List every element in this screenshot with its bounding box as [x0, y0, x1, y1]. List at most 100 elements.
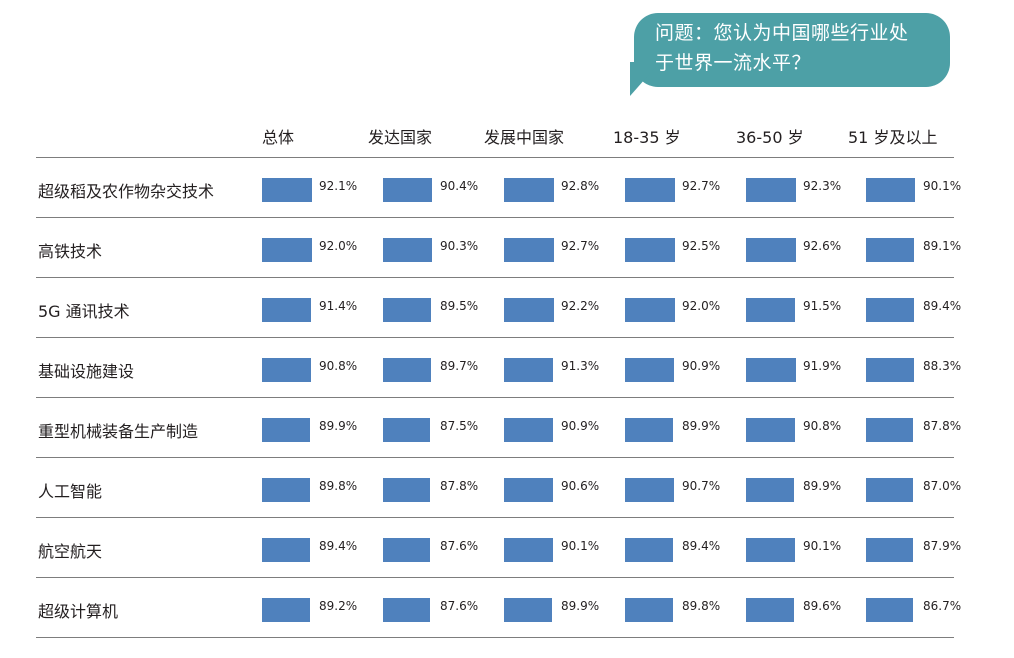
data-label: 90.8%: [319, 359, 358, 373]
bar: [746, 538, 795, 562]
bar: [866, 478, 913, 502]
data-label: 92.7%: [682, 179, 721, 193]
data-label: 89.7%: [440, 359, 479, 373]
question-text: 问题：您认为中国哪些行业处 于世界一流水平？: [655, 18, 945, 78]
data-label: 89.4%: [319, 539, 358, 553]
question-bubble: [634, 13, 950, 87]
bar: [262, 418, 310, 442]
bar: [262, 598, 310, 622]
bar: [383, 418, 430, 442]
data-label: 89.9%: [803, 479, 842, 493]
data-label: 92.0%: [319, 239, 358, 253]
bar: [504, 238, 554, 262]
data-label: 89.9%: [561, 599, 600, 613]
bar: [625, 598, 673, 622]
bar: [746, 238, 796, 262]
bar: [262, 478, 310, 502]
data-label: 87.5%: [440, 419, 479, 433]
row-label: 5G 通讯技术: [38, 302, 130, 321]
data-label: 92.1%: [319, 179, 358, 193]
data-label: 89.8%: [682, 599, 721, 613]
data-label: 90.4%: [440, 179, 479, 193]
row-label: 重型机械装备生产制造: [38, 422, 199, 441]
data-label: 90.1%: [561, 539, 600, 553]
data-label: 92.0%: [682, 299, 721, 313]
bar: [383, 478, 430, 502]
row-divider: [36, 517, 954, 518]
bar: [262, 538, 310, 562]
bar: [262, 238, 312, 262]
bar: [383, 238, 432, 262]
bar: [866, 418, 913, 442]
row-divider: [36, 217, 954, 218]
bar: [746, 178, 796, 202]
data-label: 89.2%: [319, 599, 358, 613]
data-label: 91.5%: [803, 299, 842, 313]
data-label: 86.7%: [923, 599, 962, 613]
bar: [504, 478, 553, 502]
bar: [625, 538, 673, 562]
bar: [746, 478, 794, 502]
bar: [866, 178, 915, 202]
column-header: 发展中国家: [484, 128, 565, 147]
bar: [383, 538, 430, 562]
bar: [625, 238, 675, 262]
data-label: 92.5%: [682, 239, 721, 253]
data-label: 89.4%: [682, 539, 721, 553]
bar: [866, 298, 914, 322]
column-header: 18-35 岁: [613, 128, 681, 147]
bar: [625, 418, 673, 442]
bar: [746, 298, 795, 322]
row-label: 航空航天: [38, 542, 103, 561]
bar: [625, 298, 675, 322]
bar: [866, 358, 914, 382]
data-label: 89.6%: [803, 599, 842, 613]
column-header: 总体: [262, 128, 295, 147]
data-label: 91.9%: [803, 359, 842, 373]
bar: [866, 238, 914, 262]
bar: [746, 358, 796, 382]
bar: [746, 598, 794, 622]
data-label: 91.4%: [319, 299, 358, 313]
row-label: 基础设施建设: [38, 362, 135, 381]
data-label: 90.3%: [440, 239, 479, 253]
data-label: 87.8%: [440, 479, 479, 493]
bar: [383, 598, 430, 622]
bar: [383, 298, 431, 322]
row-divider: [36, 157, 954, 158]
row-divider: [36, 337, 954, 338]
data-label: 92.2%: [561, 299, 600, 313]
row-divider: [36, 457, 954, 458]
column-header: 51 岁及以上: [848, 128, 938, 147]
row-divider: [36, 277, 954, 278]
data-label: 92.8%: [561, 179, 600, 193]
data-label: 90.8%: [803, 419, 842, 433]
data-label: 88.3%: [923, 359, 962, 373]
question-line-1: 问题：您认为中国哪些行业处: [655, 22, 909, 44]
data-label: 87.0%: [923, 479, 962, 493]
bar: [262, 298, 311, 322]
bar: [504, 538, 553, 562]
bar: [262, 358, 311, 382]
question-line-2: 于世界一流水平？: [655, 52, 812, 74]
row-label: 人工智能: [38, 482, 103, 501]
question-bubble-tail: [630, 62, 660, 96]
bar: [866, 538, 913, 562]
data-label: 92.7%: [561, 239, 600, 253]
bar: [504, 298, 554, 322]
bar: [504, 178, 554, 202]
data-label: 92.6%: [803, 239, 842, 253]
bar: [383, 358, 431, 382]
data-label: 92.3%: [803, 179, 842, 193]
data-label: 89.8%: [319, 479, 358, 493]
bar: [625, 478, 674, 502]
row-divider: [36, 577, 954, 578]
data-label: 89.9%: [682, 419, 721, 433]
data-label: 90.1%: [803, 539, 842, 553]
bar: [746, 418, 795, 442]
data-label: 87.8%: [923, 419, 962, 433]
data-label: 89.1%: [923, 239, 962, 253]
row-divider: [36, 397, 954, 398]
bar: [625, 358, 674, 382]
bar: [504, 418, 553, 442]
